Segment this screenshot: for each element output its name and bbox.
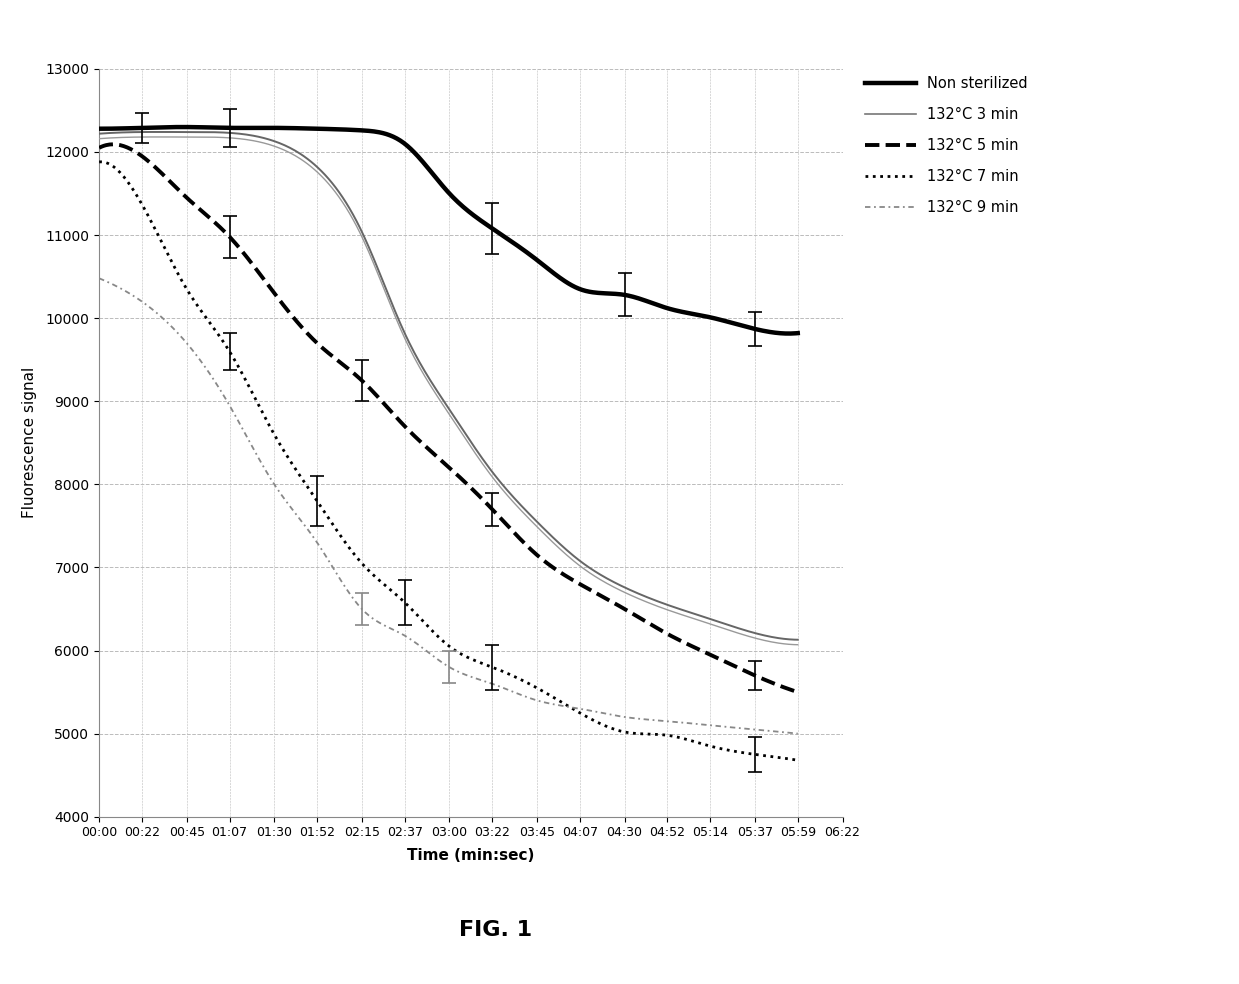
X-axis label: Time (min:sec): Time (min:sec) (408, 848, 534, 863)
Text: FIG. 1: FIG. 1 (458, 920, 533, 940)
Y-axis label: Fluorescence signal: Fluorescence signal (22, 367, 37, 519)
Legend: Non sterilized, 132°C 3 min, 132°C 5 min, 132°C 7 min, 132°C 9 min: Non sterilized, 132°C 3 min, 132°C 5 min… (865, 76, 1028, 215)
